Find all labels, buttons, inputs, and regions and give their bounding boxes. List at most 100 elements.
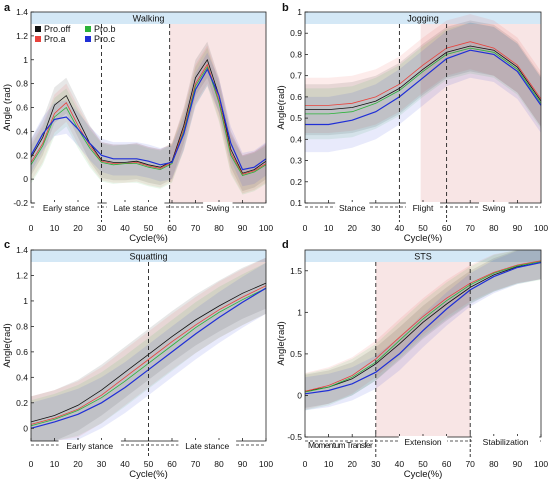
series-line-pro-b — [30, 65, 267, 176]
phase-label-bg — [106, 202, 165, 213]
y-tick-label: -0.5 — [287, 432, 302, 442]
x-tick-label: 100 — [259, 223, 273, 233]
y-tick-label: 0.7 — [290, 71, 302, 81]
y-tick-label: 0 — [297, 390, 302, 400]
x-tick-label: 40 — [395, 223, 405, 233]
x-tick-label: 100 — [259, 459, 273, 469]
y-tick-label: 1 — [23, 296, 28, 306]
x-tick-label: 30 — [371, 459, 381, 469]
chart-title: Jogging — [407, 14, 439, 24]
y-tick-label: 1.4 — [16, 7, 28, 17]
legend-label: Pro.off — [44, 24, 71, 34]
legend-label: Pro.c — [94, 34, 116, 44]
legend-swatch — [35, 26, 41, 32]
panel-letter: b — [282, 2, 289, 14]
x-tick-label: 70 — [191, 223, 201, 233]
series-line-pro-c — [305, 49, 542, 126]
x-tick-label: 90 — [513, 459, 523, 469]
series-band-pro-b — [31, 47, 266, 195]
x-tick-label: 40 — [120, 223, 130, 233]
x-axis-label: Cycle(%) — [129, 233, 168, 244]
series-line-pro-off — [305, 45, 542, 110]
x-tick-label: 90 — [238, 459, 248, 469]
chart-title: Squatting — [129, 252, 167, 262]
series-line-pro-b — [304, 261, 542, 393]
phase-label-bg — [398, 436, 448, 447]
panel-d: d STS -0.5 0 0.5 1 1.5 0 10 20 30 40 50 60 70 80 90 100 Mo… — [276, 239, 548, 480]
phase-label: Early stance — [43, 203, 90, 213]
x-tick-label: 20 — [73, 223, 83, 233]
series-band-pro-a — [31, 45, 266, 194]
x-tick-label: 60 — [167, 223, 177, 233]
x-tick-label: 30 — [371, 223, 381, 233]
series-band-pro-b — [31, 262, 266, 441]
x-tick-label: 80 — [214, 459, 224, 469]
x-tick-label: 70 — [465, 223, 475, 233]
x-tick-label: 0 — [303, 459, 308, 469]
y-tick-label: 1 — [297, 7, 302, 17]
y-tick-label: 0.4 — [16, 126, 28, 136]
x-tick-label: 100 — [534, 223, 548, 233]
y-tick-label: 0.6 — [16, 103, 28, 113]
phase-label: Swing — [206, 203, 229, 213]
x-tick-label: 70 — [465, 459, 475, 469]
series-line-pro-a — [30, 63, 267, 175]
series-band-pro-off — [305, 250, 541, 408]
x-tick-label: 0 — [303, 223, 308, 233]
y-tick-label: 0.9 — [290, 28, 302, 38]
title-bar — [31, 250, 266, 262]
y-tick-label: 0.5 — [290, 349, 302, 359]
y-axis-label: Angle (rad) — [2, 84, 13, 131]
y-tick-label: 0.1 — [290, 198, 302, 208]
phase-label-bg — [178, 440, 237, 451]
y-tick-label: 0.6 — [290, 92, 302, 102]
y-tick-label: 0 — [23, 423, 28, 433]
y-tick-label: 1 — [23, 55, 28, 65]
x-tick-label: 0 — [29, 223, 34, 233]
x-tick-label: 20 — [347, 459, 357, 469]
phase-label-bg — [335, 202, 370, 213]
x-tick-label: 10 — [50, 223, 60, 233]
x-tick-label: 70 — [191, 459, 201, 469]
chart-title: STS — [414, 252, 432, 262]
phase-label: Stance — [339, 203, 366, 213]
series-band-pro-a — [305, 14, 541, 134]
phase-label: Early stance — [66, 441, 113, 451]
y-tick-label: 1.2 — [16, 270, 28, 280]
series-band-pro-c — [305, 22, 541, 153]
series-band-pro-c — [31, 262, 266, 441]
x-tick-label: 90 — [513, 223, 523, 233]
y-tick-label: 0.2 — [290, 177, 302, 187]
x-axis-label: Cycle(%) — [129, 469, 168, 480]
y-tick-label: 0.2 — [16, 150, 28, 160]
y-tick-label: 1 — [297, 307, 302, 317]
x-tick-label: 100 — [534, 459, 548, 469]
legend-label: Pro.b — [94, 24, 116, 34]
legend-label: Pro.a — [44, 34, 66, 44]
series-line-pro-c — [304, 261, 542, 395]
series-band-pro-off — [31, 41, 266, 192]
legend-swatch — [85, 26, 91, 32]
x-tick-label: 50 — [418, 459, 428, 469]
phase-label: Swing — [482, 203, 505, 213]
x-tick-label: 40 — [395, 459, 405, 469]
y-tick-label: 0 — [23, 174, 28, 184]
y-tick-label: 0.8 — [290, 49, 302, 59]
y-tick-label: 1.2 — [16, 31, 28, 41]
title-bar — [305, 250, 541, 262]
phase-label-bg — [479, 202, 509, 213]
y-tick-label: 0.5 — [290, 113, 302, 123]
x-tick-label: 30 — [97, 223, 107, 233]
panel-c: c Squatting 0 0.2 0.4 0.6 0.8 1 1.2 1.4 0 10 20 30 40 5… — [2, 239, 273, 480]
phase-label-bg — [35, 202, 98, 213]
phase-label-bg — [405, 202, 441, 213]
phase-shade — [375, 250, 471, 437]
series-line-pro-a — [304, 260, 542, 392]
series-line-pro-b — [305, 47, 542, 115]
y-tick-label: 0.2 — [16, 398, 28, 408]
chart-title: Walking — [133, 14, 165, 24]
y-tick-label: 0.6 — [16, 347, 28, 357]
